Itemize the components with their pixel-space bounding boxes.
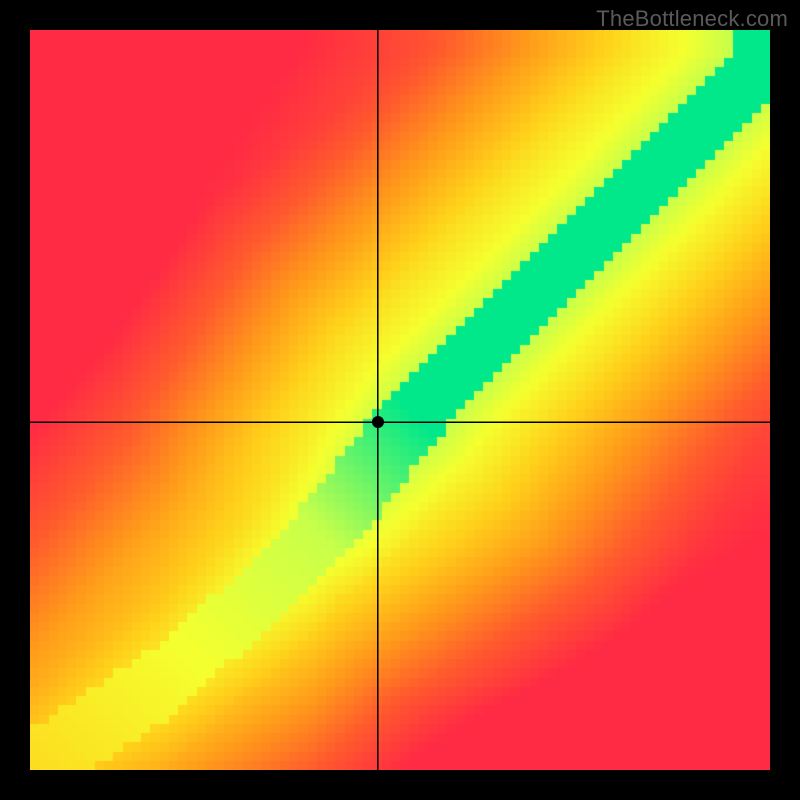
watermark-text: TheBottleneck.com (596, 6, 788, 32)
bottleneck-heatmap (30, 30, 770, 770)
chart-container: TheBottleneck.com (0, 0, 800, 800)
plot-frame (30, 30, 770, 770)
